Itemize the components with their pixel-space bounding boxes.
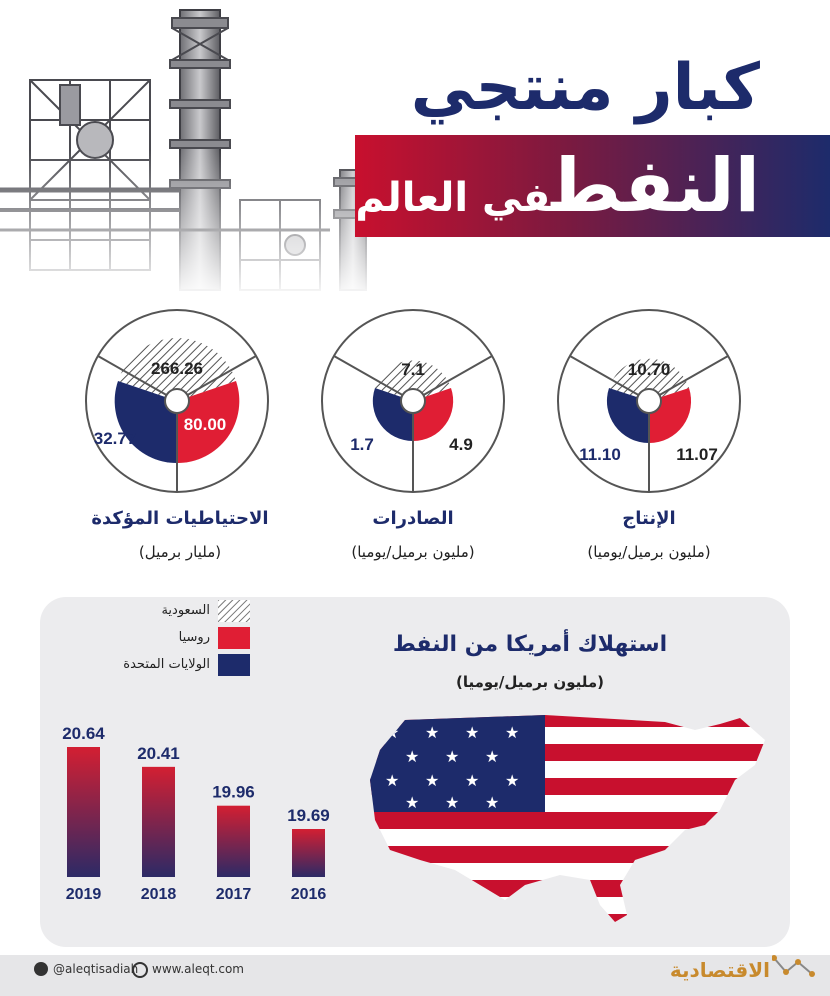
svg-text:★: ★: [425, 723, 439, 742]
exports-label: الصادرات: [372, 508, 454, 529]
title-oil-word: النفط: [551, 143, 760, 229]
circle-charts: 266.26 80.00 32.77 7.1 4.9 1.7 10.70 11.…: [85, 309, 741, 493]
svg-text:★: ★: [445, 747, 459, 766]
production-saudi-value: 10.70: [628, 360, 671, 379]
svg-text:★: ★: [465, 771, 479, 790]
red-swatch-icon: [218, 627, 250, 649]
title-banner: [355, 135, 830, 237]
svg-text:★: ★: [405, 793, 419, 812]
svg-text:★: ★: [485, 793, 499, 812]
title-world-words: في العالم: [355, 175, 552, 221]
title-line-1: كبار منتجي: [410, 51, 760, 125]
svg-text:★: ★: [445, 793, 459, 812]
bar-value-2016: 19.69: [287, 806, 330, 825]
svg-text:★: ★: [465, 723, 479, 742]
exports-chart: 7.1 4.9 1.7: [321, 309, 505, 493]
bar-value-2019: 20.64: [62, 724, 105, 743]
production-russia-value: 11.07: [676, 445, 718, 464]
exports-saudi-value: 7.1: [401, 360, 425, 379]
footer-twitter[interactable]: @aleqtisadiah: [53, 962, 139, 976]
bar-value-2017: 19.96: [212, 783, 255, 802]
reserves-unit: (مليار برميل): [138, 543, 222, 561]
consumption-unit: (مليون برميل/يوميا): [456, 673, 604, 691]
production-chart: 10.70 11.07 11.10: [557, 309, 741, 493]
blue-swatch-icon: [218, 654, 250, 676]
legend-saudi-label: السعودية: [161, 603, 210, 618]
svg-text:★: ★: [385, 723, 399, 742]
reserves-russia-value: 80.00: [184, 415, 227, 434]
bar-year-2019: 2019: [66, 886, 102, 903]
consumption-title: استهلاك أمريكا من النفط: [392, 632, 668, 657]
production-usa-value: 11.10: [579, 445, 621, 464]
bar-2016: [292, 829, 325, 877]
bar-year-2016: 2016: [291, 886, 327, 903]
legend-russia-label: روسيا: [178, 630, 210, 645]
svg-text:★: ★: [485, 747, 499, 766]
bar-year-2017: 2017: [216, 886, 252, 903]
reserves-chart: 266.26 80.00 32.77: [85, 309, 269, 493]
hatched-swatch-icon: [218, 600, 250, 622]
bar-2018: [142, 766, 175, 877]
svg-text:★: ★: [385, 771, 399, 790]
exports-unit: (مليون برميل/يوميا): [351, 543, 475, 561]
svg-text:★: ★: [425, 771, 439, 790]
svg-text:★: ★: [405, 747, 419, 766]
reserves-russia-sector: [177, 381, 240, 464]
reserves-usa-value: 32.77: [94, 429, 137, 448]
legend-usa-label: الولايات المتحدة: [123, 657, 210, 672]
svg-text:★: ★: [505, 723, 519, 742]
usa-flag-map-icon: ★ ★ ★ ★ ★ ★ ★ ★ ★ ★ ★ ★ ★ ★: [370, 715, 765, 922]
exports-usa-value: 1.7: [350, 435, 374, 454]
reserves-saudi-value: 266.26: [151, 359, 203, 378]
bar-value-2018: 20.41: [137, 744, 180, 763]
production-unit: (مليون برميل/يوميا): [587, 543, 711, 561]
globe-icon: [132, 962, 148, 978]
brand-graph-icon: [772, 955, 815, 977]
svg-text:★: ★: [505, 771, 519, 790]
exports-russia-value: 4.9: [449, 435, 473, 454]
footer-website[interactable]: www.aleqt.com: [152, 962, 244, 976]
bar-year-2018: 2018: [141, 886, 177, 903]
reserves-usa-sector: [114, 381, 177, 464]
twitter-icon: [34, 962, 48, 976]
consumption-bar-chart: 20.64 2019 20.41 2018 19.96 2017 19.69 2016: [62, 724, 330, 903]
bar-2017: [217, 805, 250, 877]
reserves-label: الاحتياطيات المؤكدة: [91, 508, 269, 529]
title-line-2: النفطفي العالم: [355, 140, 760, 244]
bar-2019: [67, 747, 100, 877]
brand-logo: الاقتصادية: [669, 958, 770, 982]
production-label: الإنتاج: [622, 508, 676, 529]
